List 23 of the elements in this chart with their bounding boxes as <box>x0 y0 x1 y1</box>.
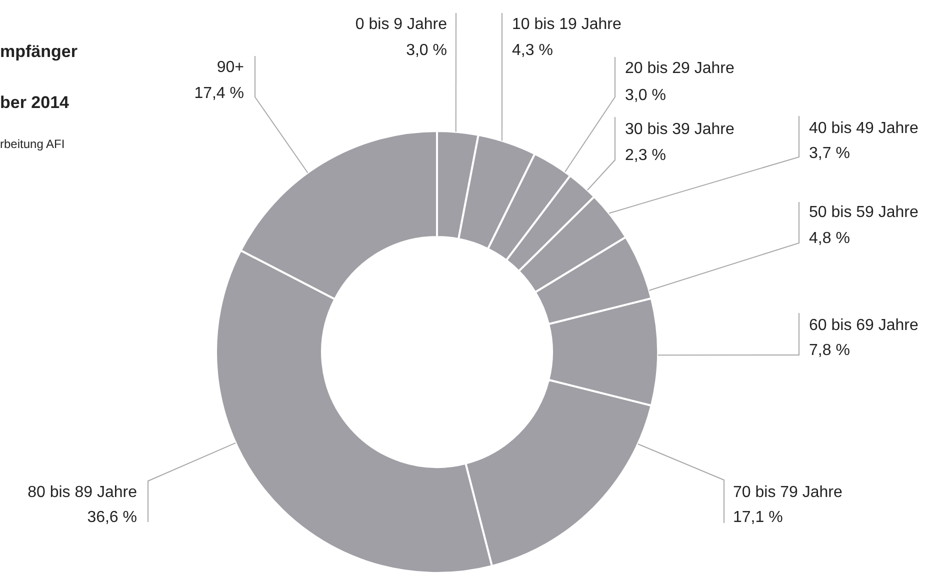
slice-label: 40 bis 49 Jahre <box>809 120 919 137</box>
data-label: 3,0 % <box>406 42 447 59</box>
data-label: 4,8 % <box>809 230 850 247</box>
data-label: 3,7 % <box>809 145 850 162</box>
text: rbeitung AFI <box>0 137 65 151</box>
slice-label: 30 bis 39 Jahre <box>625 121 735 138</box>
slice-label: 70 bis 79 Jahre <box>733 484 843 501</box>
data-label: 36,6 % <box>87 509 137 526</box>
data-label: 17,4 % <box>194 85 244 102</box>
slice-label: 60 bis 69 Jahre <box>809 317 919 334</box>
slice-label: 20 bis 29 Jahre <box>625 60 735 77</box>
slice-label: 50 bis 59 Jahre <box>809 204 919 221</box>
data-label: 4,3 % <box>512 42 553 59</box>
data-label: 3,0 % <box>625 87 666 104</box>
data-label: 17,1 % <box>733 509 783 526</box>
slice-label: 80 bis 89 Jahre <box>28 484 138 501</box>
slice-label: 0 bis 9 Jahre <box>355 16 448 33</box>
slice-label: 90+ <box>216 59 244 76</box>
data-label: 2,3 % <box>625 147 666 164</box>
text: mpfänger <box>0 42 78 61</box>
slice-label: 10 bis 19 Jahre <box>512 16 622 33</box>
data-label: 7,8 % <box>809 342 850 359</box>
text: ber 2014 <box>0 93 70 112</box>
